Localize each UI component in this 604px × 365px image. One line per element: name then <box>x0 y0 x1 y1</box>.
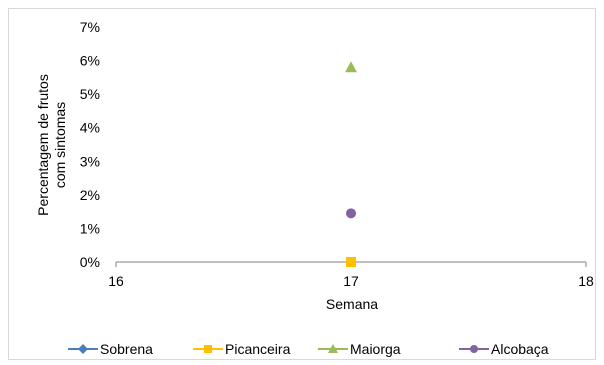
data-point <box>346 208 356 219</box>
x-axis: 16 17 18 <box>108 262 594 289</box>
legend-marker <box>204 345 212 353</box>
plot-area <box>345 61 357 267</box>
y-tick-label: 5% <box>80 86 100 102</box>
x-axis-title: Semana <box>326 296 378 312</box>
legend-label: Maiorga <box>350 341 401 357</box>
legend-label: Picanceira <box>225 341 291 357</box>
legend-item: Alcobaça <box>459 341 549 357</box>
legend-label: Alcobaça <box>491 341 549 357</box>
legend-label: Sobrena <box>100 341 153 357</box>
y-tick-label: 7% <box>80 19 100 35</box>
data-point <box>345 61 357 73</box>
legend-marker <box>78 344 88 354</box>
legend-item: Sobrena <box>68 341 153 357</box>
y-tick-label: 4% <box>80 120 100 136</box>
y-axis-title-line: com sintomas <box>52 102 68 188</box>
legend-item: Maiorga <box>318 341 401 357</box>
y-tick-label: 6% <box>80 53 100 69</box>
x-tick-label: 17 <box>343 273 359 289</box>
x-tick-label: 16 <box>108 273 124 289</box>
y-axis: 0% 1% 2% 3% 4% 5% 6% 7% <box>80 19 100 270</box>
y-axis-title: Percentagem de frutoscom sintomas <box>35 74 68 216</box>
legend-item: Picanceira <box>193 341 291 357</box>
data-point <box>346 257 356 267</box>
y-axis-title-line: Percentagem de frutos <box>35 74 51 216</box>
legend: Sobrena Picanceira Maiorga Alcobaça <box>68 341 549 357</box>
legend-marker <box>328 344 338 353</box>
y-tick-label: 2% <box>80 187 100 203</box>
chart-frame <box>8 8 596 360</box>
y-tick-label: 3% <box>80 153 100 169</box>
y-tick-label: 1% <box>80 220 100 236</box>
legend-marker <box>470 345 478 353</box>
y-tick-label: 0% <box>80 254 100 270</box>
x-tick-label: 18 <box>578 273 594 289</box>
